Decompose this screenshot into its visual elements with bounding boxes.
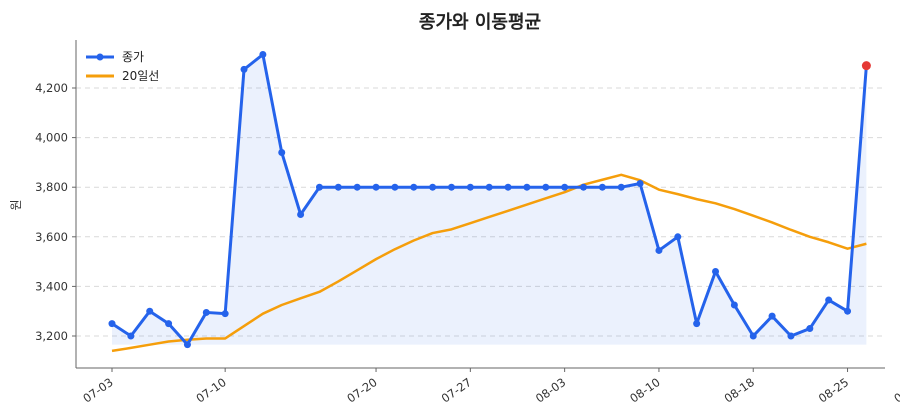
data-point [844,307,852,315]
data-point [240,65,248,73]
x-tick-label: 07-20 [344,375,379,406]
data-point [165,320,173,328]
x-tick-label: 07-03 [80,375,115,406]
data-point [466,183,474,191]
data-point [768,312,776,320]
data-point [542,183,550,191]
y-tick-label: 4,000 [35,131,68,145]
x-tick-label: 08-18 [722,375,757,406]
data-point [598,183,606,191]
highlight-point [861,61,871,71]
axes [75,40,885,369]
series-line-ma20 [111,173,867,353]
legend: 종가 20일선 [86,50,159,83]
series [108,51,871,353]
data-point [202,308,210,316]
data-point [580,183,587,191]
data-point [183,341,191,349]
data-point [636,179,644,187]
series-fill [112,54,867,345]
y-tick-label: 3,600 [35,230,68,244]
data-point [787,332,795,340]
data-point [561,183,569,191]
area-fill [112,54,867,345]
data-point [297,210,305,218]
y-tick-label: 3,800 [35,180,68,194]
data-point [410,183,418,191]
x-tick-label: 08-10 [627,375,662,406]
y-tick-label: 4,200 [35,81,68,95]
y-axis-label: 원 [9,199,23,210]
data-point [693,320,701,328]
data-point [617,183,625,191]
x-tick-label: 08-31 [891,375,900,406]
data-point [674,233,682,241]
legend-label: 20일선 [122,69,159,83]
data-point [806,325,814,333]
x-tick-label: 08-03 [533,375,568,406]
data-point [315,183,323,191]
data-point [749,332,757,340]
y-tick-labels: 3,200 3,400 3,600 3,800 4,000 4,200 [35,81,76,343]
data-point [372,183,380,191]
x-tick-label: 07-27 [439,375,474,406]
data-point [730,301,738,309]
data-point [447,183,455,191]
data-point [278,148,286,156]
data-point [391,183,399,191]
data-point [353,183,361,191]
data-point [429,183,437,191]
data-point [712,268,720,276]
x-tick-labels: 07-03 07-10 07-20 07-27 08-03 08-10 08-18 08-25… [80,368,900,406]
data-point [127,332,135,340]
data-point [259,51,267,59]
y-tick-label: 3,200 [35,329,68,343]
data-point [108,320,116,328]
x-tick-label: 08-25 [816,375,851,406]
data-point [485,183,493,191]
data-point [221,310,229,318]
chart-title: 종가와 이동평균 [419,12,541,33]
data-point [825,296,833,304]
data-point [146,307,154,315]
y-tick-label: 3,400 [35,279,68,293]
x-tick-label: 07-10 [193,375,228,406]
data-point [334,183,342,191]
legend-marker [96,53,104,61]
data-point [523,183,531,191]
legend-label: 종가 [122,50,144,64]
data-point [655,246,663,254]
data-point [504,183,512,191]
